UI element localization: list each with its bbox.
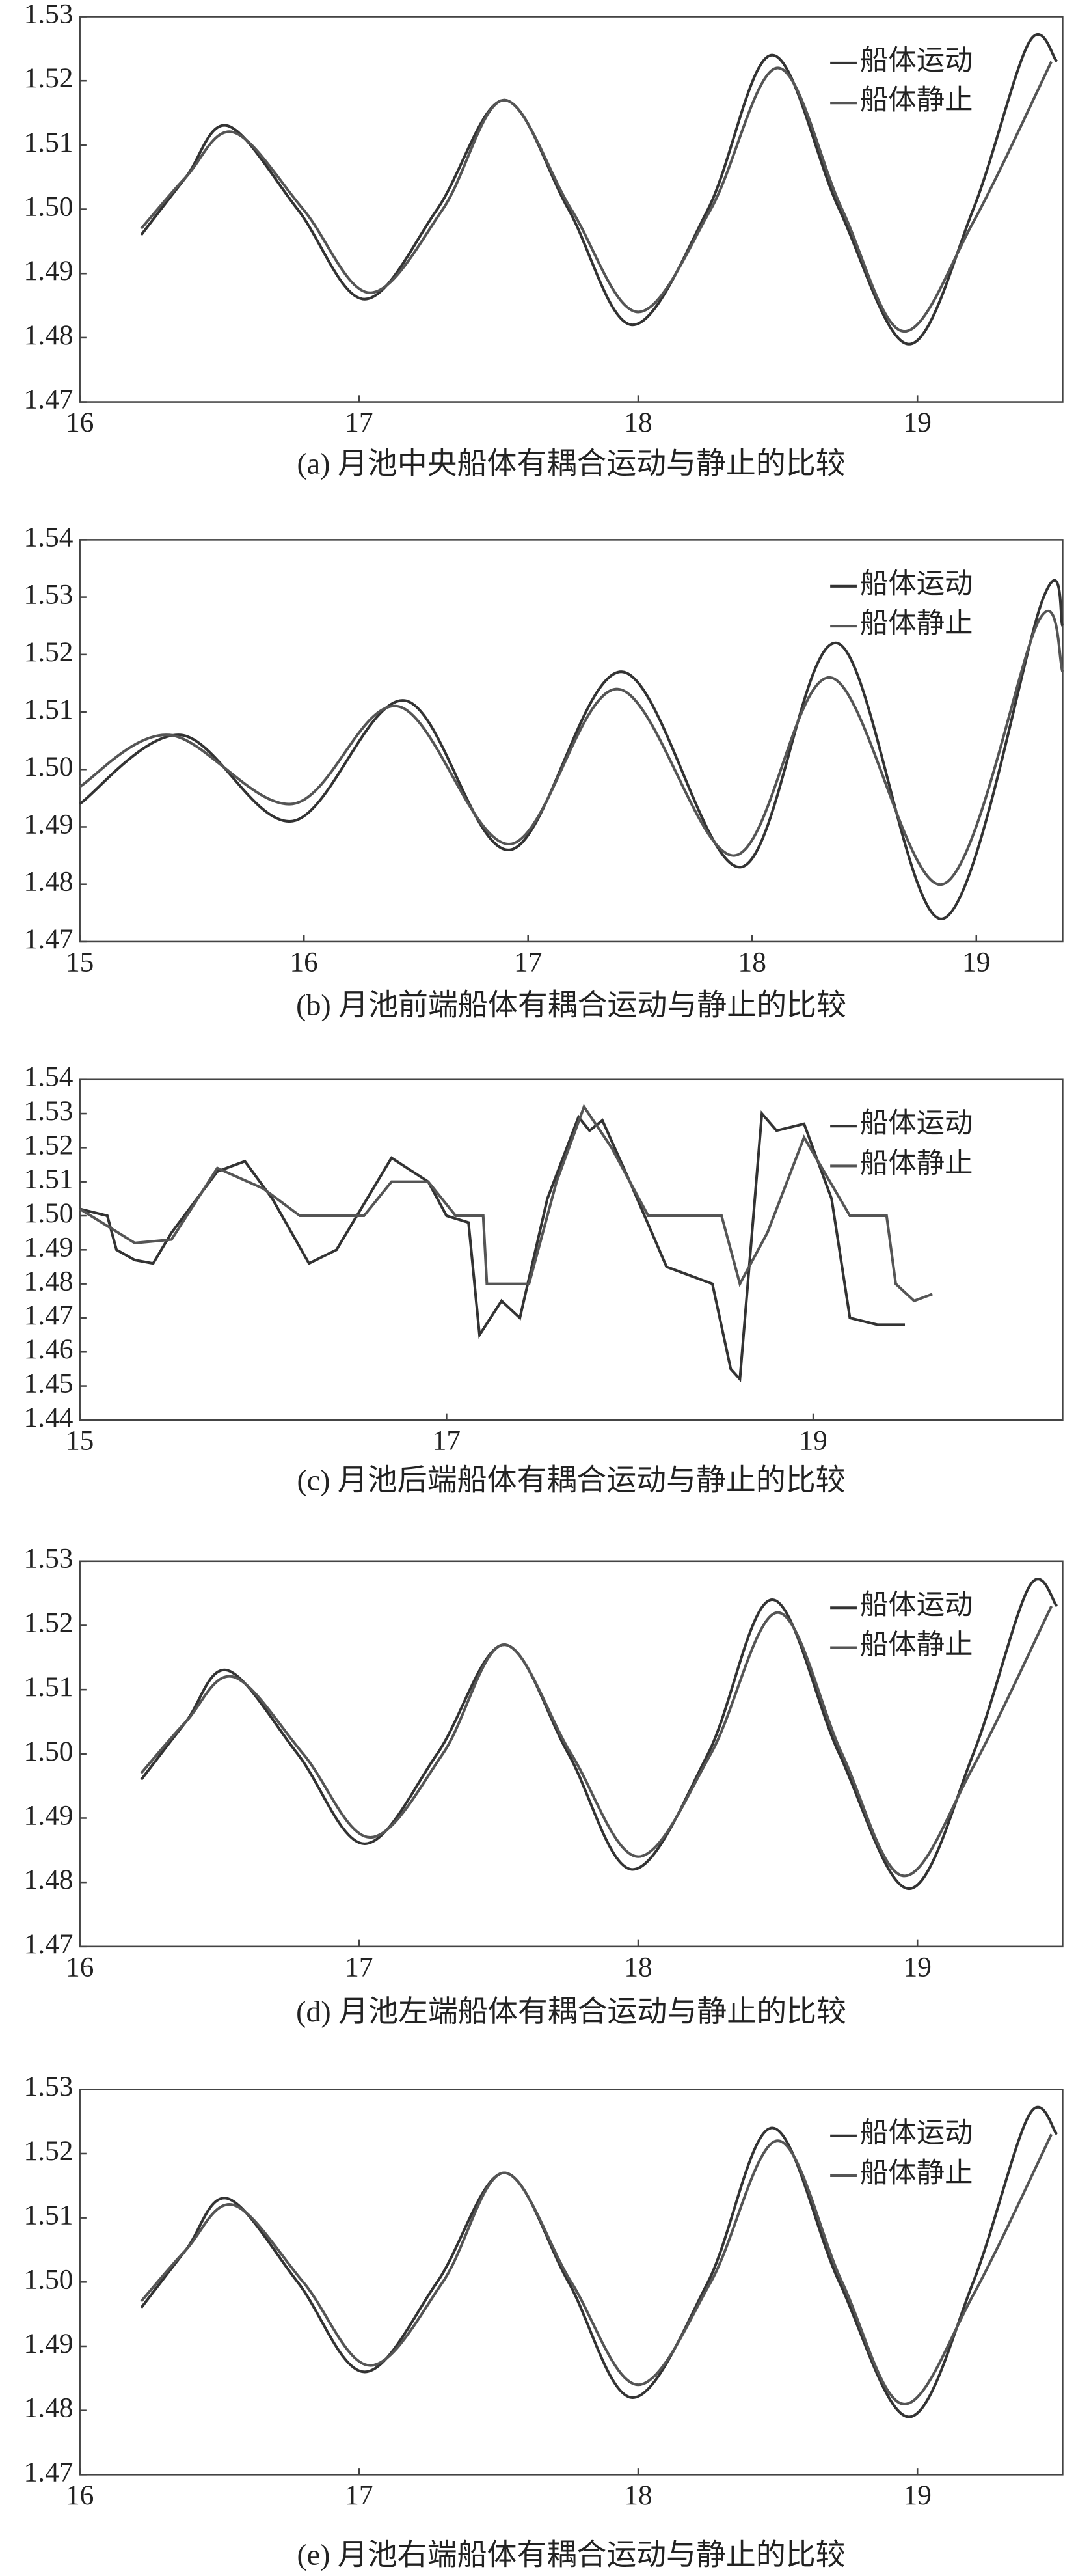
y-tick-label: 1.52	[24, 1607, 74, 1638]
y-tick-label: 1.48	[24, 866, 74, 897]
y-tick-label: 1.50	[24, 1198, 74, 1229]
series-line	[140, 2105, 1058, 2418]
y-tick-label: 1.50	[24, 2264, 74, 2295]
caption: (b) 月池前端船体有耦合运动与静止的比较	[296, 989, 846, 1022]
legend-label: 船体静止	[860, 1147, 973, 1179]
y-tick-label: 1.53	[24, 1543, 74, 1574]
legend-label: 船体静止	[860, 608, 973, 639]
y-tick-label: 1.49	[24, 1231, 74, 1263]
y-tick-label: 1.49	[24, 1800, 74, 1831]
x-tick-label: 17	[345, 407, 373, 438]
y-tick-label: 1.48	[24, 320, 74, 351]
y-tick-label: 1.44	[24, 1402, 74, 1433]
y-tick-label: 1.51	[24, 1164, 74, 1195]
series-line	[79, 579, 1064, 920]
x-tick-label: 16	[66, 2480, 94, 2511]
x-tick-label: 15	[66, 947, 94, 978]
y-tick-label: 1.49	[24, 2328, 74, 2359]
legend-label: 船体静止	[860, 85, 973, 116]
y-tick-label: 1.53	[24, 579, 74, 610]
x-tick-label: 18	[738, 947, 766, 978]
legend-label: 船体运动	[860, 2118, 973, 2149]
y-tick-label: 1.49	[24, 808, 74, 840]
x-tick-label: 16	[66, 407, 94, 438]
x-tick-label: 19	[799, 1425, 827, 1457]
x-tick-label: 17	[514, 947, 542, 978]
x-tick-label: 17	[345, 1952, 373, 1983]
x-tick-label: 18	[624, 1952, 652, 1983]
x-tick-label: 19	[904, 407, 932, 438]
plot-frame	[79, 539, 1064, 943]
x-tick-label: 19	[904, 1952, 932, 1983]
y-tick-label: 1.46	[24, 1334, 74, 1365]
x-tick-label: 16	[290, 947, 318, 978]
y-tick-label: 1.54	[24, 1062, 74, 1093]
x-tick-label: 17	[433, 1425, 461, 1457]
series-line	[140, 61, 1053, 333]
y-tick-label: 1.47	[24, 384, 74, 415]
x-tick-label: 16	[66, 1952, 94, 1983]
y-tick-label: 1.53	[24, 0, 74, 29]
y-tick-label: 1.50	[24, 751, 74, 782]
y-tick-label: 1.51	[24, 694, 74, 725]
caption: (d) 月池左端船体有耦合运动与静止的比较	[296, 1995, 846, 2028]
series-line	[140, 1578, 1058, 1891]
y-tick-label: 1.50	[24, 191, 74, 222]
y-tick-label: 1.51	[24, 2200, 74, 2231]
y-tick-label: 1.45	[24, 1368, 74, 1399]
y-tick-label: 1.52	[24, 2135, 74, 2167]
y-tick-label: 1.48	[24, 2392, 74, 2424]
y-tick-label: 1.53	[24, 2071, 74, 2102]
series-line	[79, 609, 1064, 886]
series-line	[140, 1605, 1053, 1878]
legend-label: 船体运动	[860, 45, 973, 76]
y-tick-label: 1.49	[24, 255, 74, 286]
y-tick-label: 1.47	[24, 1928, 74, 1960]
series-line	[79, 1104, 933, 1303]
legend-label: 船体运动	[860, 1108, 973, 1139]
y-tick-label: 1.48	[24, 1266, 74, 1297]
x-tick-label: 18	[624, 2480, 652, 2511]
legend-label: 船体静止	[860, 1629, 973, 1660]
series-line	[79, 1110, 906, 1382]
y-tick-label: 1.50	[24, 1736, 74, 1767]
caption: (a) 月池中央船体有耦合运动与静止的比较	[297, 447, 845, 480]
x-tick-label: 18	[624, 407, 652, 438]
legend-label: 船体静止	[860, 2158, 973, 2189]
y-tick-label: 1.48	[24, 1864, 74, 1895]
legend-label: 船体运动	[860, 1589, 973, 1621]
y-tick-label: 1.52	[24, 62, 74, 94]
legend-label: 船体运动	[860, 568, 973, 599]
y-tick-label: 1.47	[24, 1300, 74, 1331]
x-tick-label: 19	[962, 947, 990, 978]
y-tick-label: 1.52	[24, 637, 74, 668]
y-tick-label: 1.51	[24, 1671, 74, 1703]
y-tick-label: 1.51	[24, 127, 74, 158]
caption: (e) 月池右端船体有耦合运动与静止的比较	[297, 2538, 845, 2571]
y-tick-label: 1.47	[24, 924, 74, 955]
y-tick-label: 1.52	[24, 1129, 74, 1160]
y-tick-label: 1.54	[24, 521, 74, 553]
x-tick-label: 19	[904, 2480, 932, 2511]
y-tick-label: 1.53	[24, 1095, 74, 1127]
series-line	[140, 2133, 1053, 2405]
x-tick-label: 17	[345, 2480, 373, 2511]
y-tick-label: 1.47	[24, 2456, 74, 2487]
series-line	[140, 33, 1058, 346]
x-tick-label: 15	[66, 1425, 94, 1457]
caption: (c) 月池后端船体有耦合运动与静止的比较	[297, 1463, 845, 1496]
